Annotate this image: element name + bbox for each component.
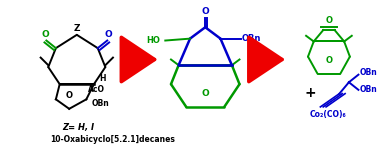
Text: OBn: OBn [359,85,377,94]
Text: 10-Oxabicyclo[5.2.1]decanes: 10-Oxabicyclo[5.2.1]decanes [50,135,175,144]
Text: O: O [325,16,332,25]
Text: HO: HO [146,36,160,45]
Text: O: O [325,56,332,65]
Text: O: O [201,7,209,16]
Text: H: H [100,74,106,83]
Text: O: O [201,89,209,98]
Text: O: O [42,30,49,39]
Text: Z: Z [74,24,80,33]
Text: OBn: OBn [92,99,110,108]
Text: OBn: OBn [359,68,377,77]
Text: OBn: OBn [242,34,261,43]
Text: Z= H, I: Z= H, I [62,123,94,132]
Text: O: O [104,30,112,39]
Text: +: + [304,86,316,100]
Text: AcO: AcO [88,85,105,94]
Text: Co₂(CO)₆: Co₂(CO)₆ [310,110,346,119]
Text: O: O [66,91,73,100]
